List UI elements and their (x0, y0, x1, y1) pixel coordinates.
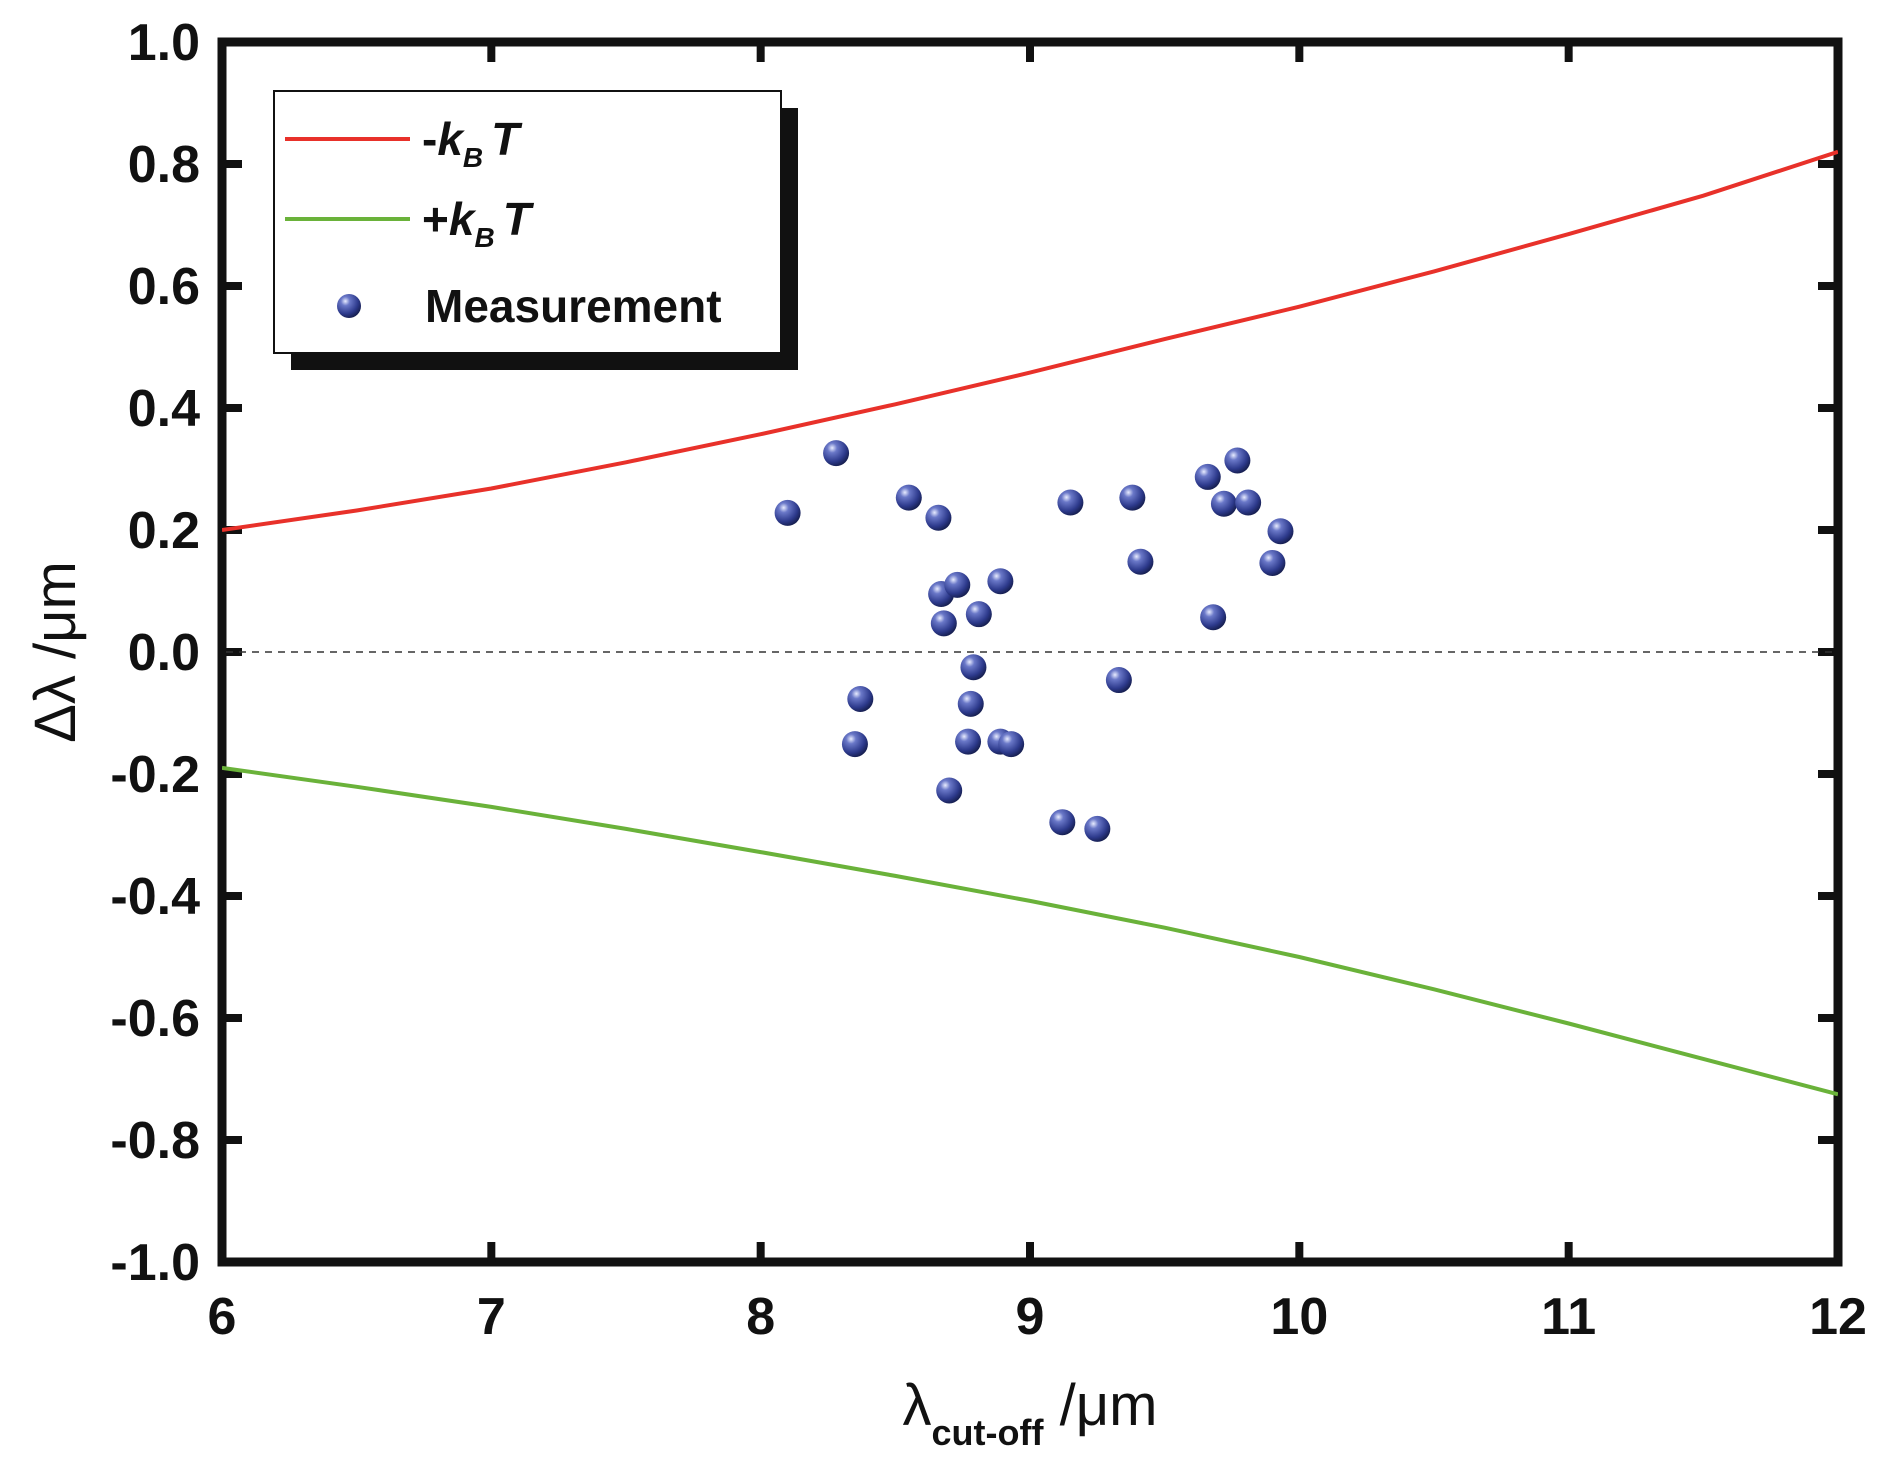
legend-label-minus-kbt-k: k (437, 113, 465, 165)
measurement-point (998, 731, 1025, 758)
measurement-point (841, 731, 868, 758)
measurement-point (1084, 815, 1111, 842)
x-tick-label: 10 (1270, 1288, 1328, 1346)
measurement-point (965, 601, 992, 628)
y-tick-label: -0.2 (110, 746, 200, 804)
x-tick-label: 7 (477, 1288, 506, 1346)
x-axis-title-sub: cut-off (932, 1412, 1045, 1453)
legend: -kB T +kB T Measurement (273, 90, 798, 370)
measurement-point (1224, 447, 1251, 474)
measurement-point (930, 610, 957, 637)
measurement-point (1200, 604, 1227, 631)
measurement-point (1105, 667, 1132, 694)
x-axis-title: λcut-off /μm (903, 1373, 1158, 1453)
legend-label-plus-kbt-k: k (449, 193, 477, 245)
legend-label-minus-kbt-sub: B (463, 142, 483, 173)
measurement-point (925, 504, 952, 531)
legend-label-measurement: Measurement (425, 280, 722, 332)
x-tick-label: 8 (746, 1288, 775, 1346)
measurement-point (944, 571, 971, 598)
measurement-point (774, 499, 801, 526)
x-tick-label: 11 (1541, 1288, 1596, 1346)
y-tick-label: -0.4 (110, 868, 200, 926)
measurement-points-layer (774, 440, 1294, 842)
legend-label-plus-kbt-t: T (503, 193, 535, 245)
y-tick-label: 0.8 (128, 136, 200, 194)
legend-label-minus-kbt: -kB T (422, 113, 523, 173)
legend-label-minus-kbt-sign: - (422, 113, 437, 165)
y-tick-label: 0.0 (128, 624, 200, 682)
y-tick-label: 0.2 (128, 502, 200, 560)
y-tick-label: -0.8 (110, 1112, 200, 1170)
measurement-point (955, 728, 982, 755)
x-tick-label: 12 (1809, 1288, 1867, 1346)
legend-label-plus-kbt: +kB T (422, 193, 535, 253)
measurement-point (1049, 809, 1076, 836)
y-axis-title: Δλ /μm (23, 561, 88, 743)
tick-labels-layer: 6 7 8 9 10 11 12 1.0 0.8 0.6 0.4 0.2 0.0 -0.2 -0.4 -0.6… (110, 14, 1867, 1346)
measurement-point (823, 440, 850, 467)
measurement-point (895, 484, 922, 511)
measurement-point (1057, 489, 1084, 516)
series-line-plus-kbt (222, 765, 1838, 1097)
ticks-layer (218, 38, 1842, 1266)
measurement-point (1127, 548, 1154, 575)
y-tick-label: -0.6 (110, 990, 200, 1048)
legend-swatch-measurement (337, 294, 361, 318)
measurement-point (1267, 518, 1294, 545)
x-tick-label: 9 (1016, 1288, 1045, 1346)
legend-label-plus-kbt-sub: B (474, 222, 494, 253)
y-tick-label: 0.6 (128, 258, 200, 316)
x-tick-label: 6 (208, 1288, 237, 1346)
series-lines-layer (222, 149, 1838, 1097)
y-tick-label: 1.0 (128, 14, 200, 72)
x-axis-title-unit: /μm (1044, 1373, 1158, 1438)
y-tick-label: -1.0 (110, 1234, 200, 1292)
measurement-point (1194, 463, 1221, 490)
series-line-minus-kbt (222, 149, 1838, 532)
measurement-point (847, 685, 874, 712)
y-tick-label: 0.4 (128, 380, 200, 438)
legend-label-plus-kbt-sign: + (422, 193, 449, 245)
measurement-point (957, 690, 984, 717)
measurement-point (987, 568, 1014, 595)
legend-label-minus-kbt-t: T (491, 113, 523, 165)
measurement-point (1119, 484, 1146, 511)
measurement-point (936, 777, 963, 804)
measurement-point (1210, 490, 1237, 517)
x-axis-title-main: λ (903, 1373, 932, 1438)
measurement-point (960, 654, 987, 681)
measurement-point (1259, 549, 1286, 576)
measurement-point (1235, 489, 1262, 516)
